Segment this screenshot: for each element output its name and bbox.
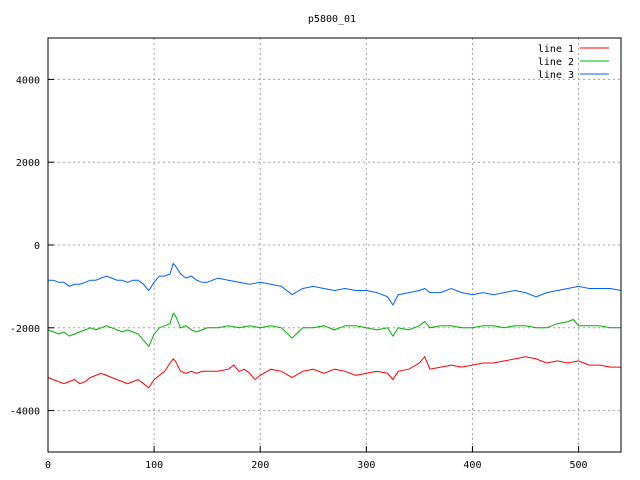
series-line-3 <box>48 262 622 306</box>
legend-label: line 1 <box>538 44 574 55</box>
chart-title: p5800_01 <box>308 14 356 25</box>
series-line-2 <box>47 312 621 348</box>
series-line-1 <box>47 355 621 389</box>
y-tick-label: 2000 <box>16 158 40 169</box>
x-tick-label: 500 <box>570 460 588 471</box>
x-tick-label: 100 <box>145 460 163 471</box>
ticks: 0 100 200 300 400 500 -4000 -2000 0 2000 4000 <box>10 75 588 471</box>
x-tick-label: 0 <box>45 460 51 471</box>
legend: line 1 line 2 line 3 <box>538 44 609 81</box>
x-tick-label: 300 <box>357 460 375 471</box>
y-tick-label: 0 <box>34 241 40 252</box>
grid <box>48 38 621 452</box>
series-layer <box>47 262 622 389</box>
x-tick-label: 400 <box>463 460 481 471</box>
x-tick-label: 200 <box>251 460 269 471</box>
y-tick-label: -2000 <box>10 324 40 335</box>
legend-label: line 2 <box>538 57 574 68</box>
y-tick-label: 4000 <box>16 75 40 86</box>
y-tick-label: -4000 <box>10 407 40 418</box>
legend-label: line 3 <box>538 70 574 81</box>
